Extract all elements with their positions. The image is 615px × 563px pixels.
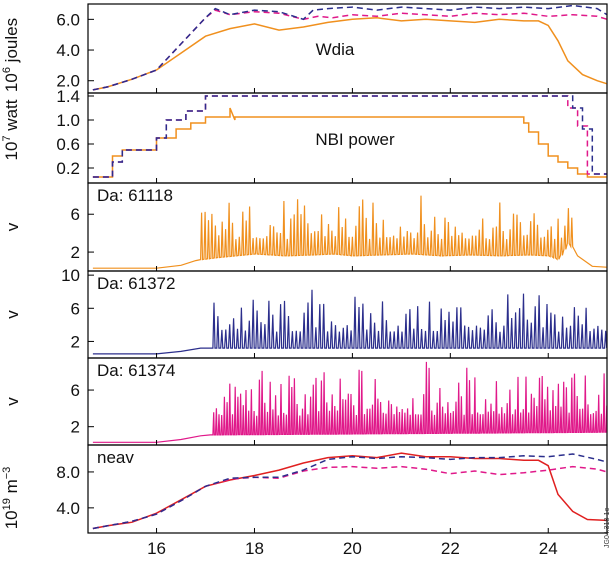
ylabel-da61372: v <box>3 310 22 319</box>
ytick-label: 2 <box>71 243 80 262</box>
ytick-label: 4.0 <box>56 499 80 518</box>
ytick-label: 4.0 <box>56 41 80 60</box>
xtick-label: 16 <box>147 539 166 558</box>
ylabel-da61374: v <box>3 397 22 406</box>
xtick-label: 24 <box>539 539 558 558</box>
xtick-label: 20 <box>343 539 362 558</box>
xtick-label: 22 <box>441 539 460 558</box>
ytick-label: 0.6 <box>56 135 80 154</box>
panel-title-da61372: Da: 61372 <box>97 274 175 293</box>
ytick-label: 2 <box>71 332 80 351</box>
ylabel-watt: 107 watt <box>1 99 21 160</box>
series-line-neav-magenta <box>92 465 607 530</box>
series-line-wdia-navy <box>92 4 607 91</box>
ylabel-density: 1019 m−3 <box>1 467 21 530</box>
ytick-label: 2 <box>71 418 80 437</box>
series-line-wdia-orange <box>92 17 607 91</box>
panel-title-neav: neav <box>97 448 134 467</box>
panel-neav: 4.0 8.0 16 18 20 22 24 neav <box>56 444 608 558</box>
ytick-label: 8.0 <box>56 463 80 482</box>
panel-title-nbi: NBI power <box>315 130 395 149</box>
ytick-label: 6 <box>71 205 80 224</box>
xtick-label: 18 <box>245 539 264 558</box>
ytick-label: 6.0 <box>56 10 80 29</box>
series-line-da61118-orange <box>92 195 607 269</box>
panel-da61372: 2 6 10 Da: 61372 v <box>3 266 608 359</box>
series-line-da61372-navy <box>92 289 607 355</box>
panel-nbi: 0.2 0.6 1.0 1.4 NBI power <box>56 87 608 184</box>
figure-code: JG04.318-1c <box>604 507 611 548</box>
ytick-label: 10 <box>61 266 80 285</box>
series-line-neav-red <box>92 452 607 530</box>
ytick-label: 0.2 <box>56 159 80 178</box>
ytick-label: 6 <box>71 299 80 318</box>
panel-title-wdia: Wdia <box>316 40 355 59</box>
ylabel-joules: 106 joules <box>1 18 21 92</box>
panel-frame-neav <box>87 444 608 534</box>
panel-title-da61118: Da: 61118 <box>97 186 173 205</box>
ylabel-da61118: v <box>3 222 22 231</box>
series-line-da61374-magenta <box>92 361 607 443</box>
ytick-label: 6 <box>71 381 80 400</box>
series-line-nbi-orange <box>92 107 607 178</box>
panel-da61118: 2 6 Da: 61118 v <box>3 182 608 272</box>
ytick-label: 1.0 <box>56 111 80 130</box>
panel-wdia: 2.0 4.0 6.0 Wdia <box>56 3 608 94</box>
series-line-neav-navy <box>92 453 607 530</box>
panel-title-da61374: Da: 61374 <box>97 361 175 380</box>
panel-da61374: 2 6 Da: 61374 v <box>3 357 608 446</box>
ytick-label: 1.4 <box>56 87 80 106</box>
ytick-label: 2.0 <box>56 72 80 91</box>
